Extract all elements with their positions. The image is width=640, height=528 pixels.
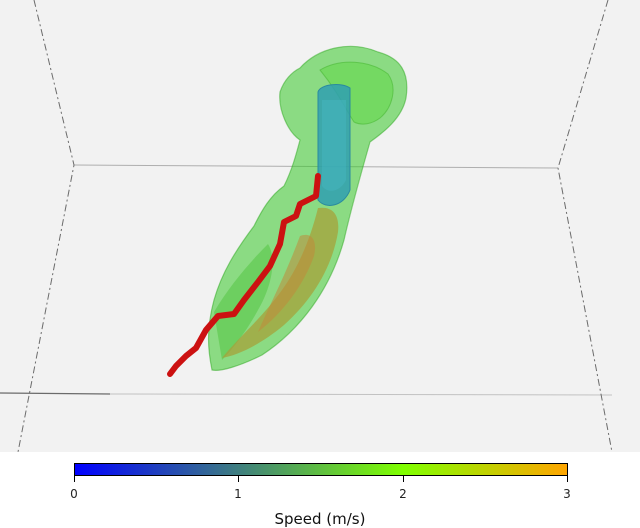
colorbar-gradient bbox=[74, 463, 568, 476]
colorbar-title: Speed (m/s) bbox=[274, 510, 366, 528]
colorbar-tick-label: 3 bbox=[563, 487, 571, 501]
box-edge-right bbox=[557, 0, 613, 452]
colorbar-tick-label: 2 bbox=[399, 487, 407, 501]
box-edge-front-left bbox=[0, 392, 111, 395]
colorbar-tick bbox=[238, 476, 239, 482]
plume-outer-shell bbox=[207, 45, 408, 371]
3d-viewport[interactable] bbox=[0, 0, 640, 452]
colorbar-tick-label: 1 bbox=[234, 487, 242, 501]
plume-fast-streak bbox=[222, 207, 339, 358]
colorbar-tick-label: 0 bbox=[70, 487, 78, 501]
colorbar-tick bbox=[567, 476, 568, 482]
colorbar-tick bbox=[74, 476, 75, 482]
colorbar-tick bbox=[403, 476, 404, 482]
box-edge-front bbox=[109, 393, 613, 396]
colorbar-legend: 0 1 2 3 Speed (m/s) bbox=[0, 452, 640, 528]
trajectory-line bbox=[167, 173, 321, 377]
box-edge-left bbox=[17, 0, 75, 452]
plume-inner-core bbox=[317, 84, 351, 206]
scene-svg bbox=[0, 0, 613, 452]
